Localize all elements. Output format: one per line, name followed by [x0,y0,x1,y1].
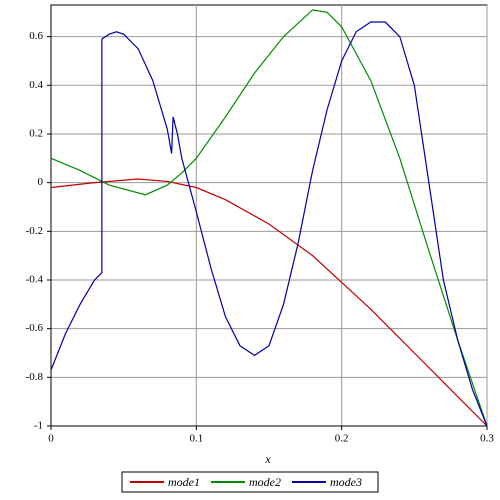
x-axis-label: x [264,452,271,466]
x-tick-label: 0.3 [480,433,494,445]
y-tick-label: -0.2 [26,225,43,237]
y-tick-label: -0.4 [26,274,44,286]
legend-label: mode1 [168,475,200,489]
y-tick-label: -0.8 [26,371,44,383]
series-line [50,9,488,427]
x-tick-label: 0.2 [335,433,349,445]
y-tick-label: 0.6 [29,30,43,42]
y-tick-label: 0 [38,176,44,188]
y-tick-label: -1 [34,420,43,432]
x-tick-label: 0.1 [189,433,203,445]
legend-box [121,471,379,493]
y-tick-label: 0.4 [29,79,43,91]
series-line [50,178,488,427]
legend-label: mode3 [330,475,362,489]
series-line [50,21,488,427]
y-tick-label: -0.6 [26,322,44,334]
plot-frame [50,4,488,427]
legend-label: mode2 [249,475,281,489]
x-tick-label: 0 [48,433,54,445]
y-tick-label: 0.2 [29,128,43,140]
